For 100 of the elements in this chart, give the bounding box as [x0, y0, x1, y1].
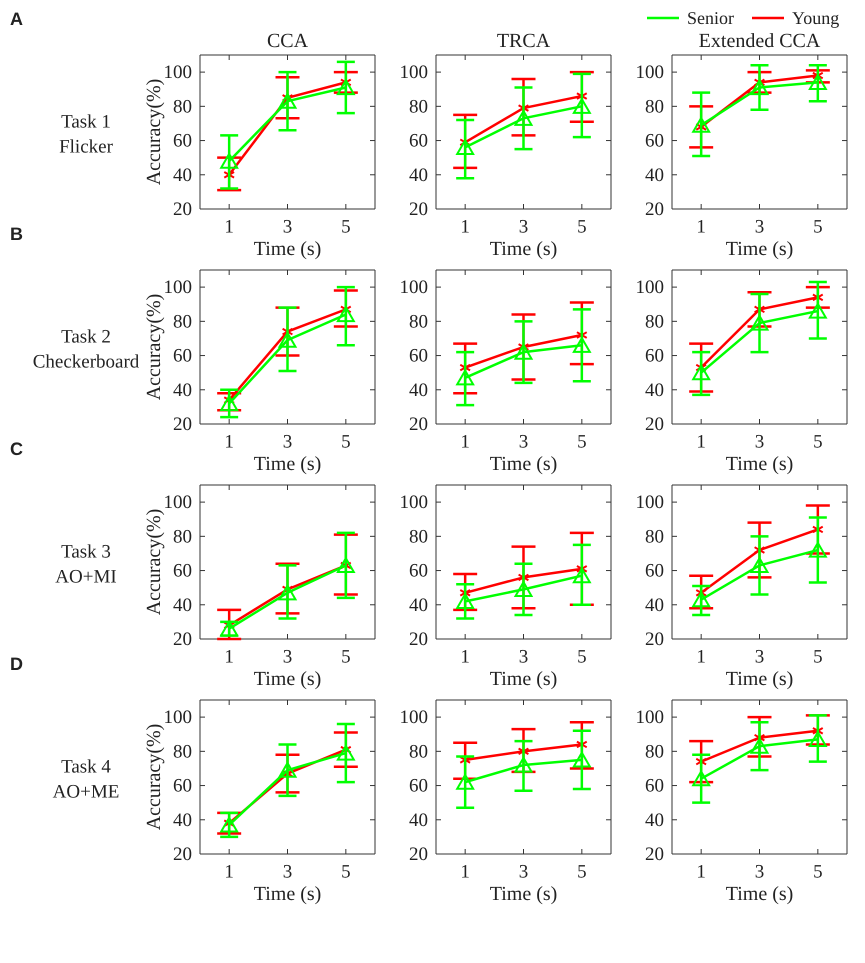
x-tick-label: 1: [696, 646, 706, 668]
x-axis-title: Time (s): [726, 453, 794, 475]
y-tick-label: 20: [409, 414, 428, 436]
x-tick-label: 3: [518, 861, 528, 882]
x-tick-label: 3: [282, 861, 292, 882]
x-tick-label: 3: [282, 646, 292, 668]
x-axis-title: Time (s): [254, 668, 322, 690]
x-tick-label: 5: [577, 646, 587, 668]
y-tick-label: 60: [645, 560, 664, 582]
y-axis-title: Accuracy(%): [143, 78, 165, 186]
y-tick-label: 60: [173, 130, 192, 152]
x-tick-label: 3: [282, 431, 292, 452]
y-tick-label: 80: [409, 526, 428, 548]
y-tick-label: 20: [409, 629, 428, 650]
text: B: [10, 224, 23, 244]
y-tick-label: 20: [645, 844, 664, 866]
text: C: [10, 439, 23, 459]
y-tick-label: 20: [645, 629, 664, 650]
y-tick-label: 100: [164, 277, 192, 298]
x-axis-title: Time (s): [490, 238, 558, 260]
y-tick-label: 80: [173, 96, 192, 118]
y-axis-title: Accuracy(%): [143, 724, 165, 830]
y-tick-label: 100: [164, 707, 192, 728]
x-axis-title: Time (s): [254, 453, 322, 475]
x-tick-label: 3: [518, 216, 528, 238]
x-axis-title: Time (s): [726, 238, 794, 260]
y-tick-label: 60: [645, 346, 664, 367]
x-tick-label: 3: [754, 431, 764, 452]
chart-title: Extended CCA: [698, 30, 821, 52]
x-tick-label: 1: [460, 646, 470, 668]
x-tick-label: 1: [224, 431, 234, 452]
y-tick-label: 40: [173, 810, 192, 831]
x-tick-label: 3: [754, 216, 764, 238]
y-tick-label: 40: [409, 380, 428, 401]
y-tick-label: 40: [409, 810, 428, 831]
text: AO+ME: [52, 782, 120, 802]
x-tick-label: 5: [341, 431, 351, 452]
x-tick-label: 1: [460, 216, 470, 238]
x-tick-label: 5: [341, 216, 351, 238]
x-tick-label: 1: [224, 216, 234, 238]
x-axis-title: Time (s): [254, 238, 322, 260]
x-tick-label: 1: [460, 861, 470, 882]
x-tick-label: 3: [754, 646, 764, 668]
y-tick-label: 20: [645, 199, 664, 220]
y-tick-label: 40: [645, 594, 664, 616]
y-tick-label: 60: [173, 776, 192, 797]
y-tick-label: 60: [645, 130, 664, 152]
y-tick-label: 40: [645, 164, 664, 186]
y-tick-label: 80: [409, 741, 428, 762]
y-tick-label: 100: [400, 62, 428, 84]
y-tick-label: 20: [409, 844, 428, 866]
x-tick-label: 5: [577, 431, 587, 452]
chart-title: CCA: [266, 30, 309, 52]
y-tick-label: 80: [645, 96, 664, 118]
text: Task 3: [61, 542, 111, 562]
y-tick-label: 100: [636, 62, 664, 84]
y-tick-label: 20: [645, 414, 664, 436]
x-tick-label: 5: [341, 861, 351, 882]
y-tick-label: 60: [409, 130, 428, 152]
y-axis-title: Accuracy(%): [143, 294, 165, 400]
y-tick-label: 80: [409, 311, 428, 332]
text: Task 4: [61, 756, 112, 778]
text: Flicker: [59, 136, 114, 158]
text: D: [10, 654, 23, 674]
y-tick-label: 80: [645, 311, 664, 332]
y-tick-label: 100: [164, 62, 192, 84]
legend-label: Young: [792, 8, 840, 28]
y-tick-label: 60: [409, 560, 428, 582]
y-axis-title: Accuracy(%): [143, 508, 165, 616]
y-tick-label: 60: [173, 560, 192, 582]
legend-label: Senior: [687, 8, 734, 28]
x-tick-label: 1: [696, 431, 706, 452]
x-tick-label: 3: [282, 216, 292, 238]
x-tick-label: 3: [754, 861, 764, 882]
x-axis-title: Time (s): [254, 883, 322, 905]
y-tick-label: 100: [636, 707, 664, 728]
y-tick-label: 40: [645, 380, 664, 401]
y-tick-label: 20: [409, 199, 428, 220]
y-tick-label: 60: [173, 346, 192, 367]
x-axis-title: Time (s): [490, 668, 558, 690]
y-tick-label: 80: [645, 741, 664, 762]
x-tick-label: 1: [460, 431, 470, 452]
x-tick-label: 1: [696, 216, 706, 238]
y-tick-label: 40: [173, 380, 192, 401]
x-tick-label: 3: [518, 646, 528, 668]
y-tick-label: 100: [164, 492, 192, 514]
y-tick-label: 100: [400, 707, 428, 728]
y-tick-label: 80: [645, 526, 664, 548]
x-tick-label: 5: [813, 431, 823, 452]
y-tick-label: 20: [173, 414, 192, 436]
x-tick-label: 5: [341, 646, 351, 668]
x-axis-title: Time (s): [490, 453, 558, 475]
x-axis-title: Time (s): [490, 883, 558, 905]
y-tick-label: 80: [173, 741, 192, 762]
chart-title: TRCA: [496, 30, 551, 52]
y-tick-label: 60: [645, 776, 664, 797]
x-tick-label: 1: [696, 861, 706, 882]
y-tick-label: 80: [409, 96, 428, 118]
y-tick-label: 100: [636, 492, 664, 514]
text: Checkerboard: [32, 352, 140, 372]
